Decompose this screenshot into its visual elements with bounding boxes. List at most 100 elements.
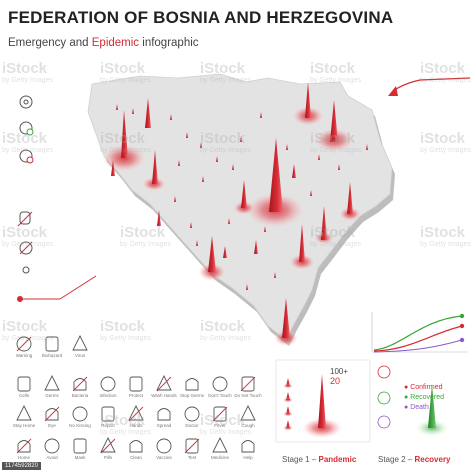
icon — [157, 408, 171, 421]
icon — [156, 438, 172, 454]
icon-label: Infection — [99, 393, 117, 398]
icon-label: Home — [17, 455, 30, 460]
icon-label: Help — [243, 455, 253, 460]
arrow-icon — [388, 77, 471, 96]
page-subtitle: Emergency and Epidemic infographic — [8, 37, 199, 49]
icon — [185, 378, 199, 391]
icon-label: Don't Touch — [208, 393, 232, 398]
subtitle-suffix: infographic — [139, 37, 199, 49]
watermark: iStock by Getty Images — [100, 412, 151, 436]
icon-label: Stay Home — [12, 423, 36, 428]
stage1-count-main: 20 — [330, 376, 341, 386]
watermark: iStock by Getty Images — [200, 60, 251, 84]
subtitle-accent: Epidemic — [91, 37, 140, 49]
icon — [44, 438, 60, 454]
icon — [16, 438, 32, 454]
watermark: iStock by Getty Images — [100, 60, 151, 84]
icon — [129, 440, 143, 453]
icon-label: Germs — [45, 393, 59, 398]
icon — [241, 440, 255, 453]
left-icons — [17, 95, 34, 274]
small-markers — [116, 104, 368, 290]
icon — [240, 376, 256, 392]
watermark: iStock by Getty Images — [420, 224, 471, 248]
icon — [212, 436, 228, 453]
watermark: iStock by Getty Images — [310, 224, 361, 248]
icon-label: Vaccine — [156, 455, 172, 460]
icon-grid — [16, 334, 256, 454]
icon-label: Report — [101, 423, 115, 428]
watermark: iStock by Getty Images — [310, 130, 361, 154]
icon-label: Protect — [128, 393, 144, 398]
icon-label: Eye — [48, 423, 56, 428]
icon — [212, 406, 228, 422]
page-title: FEDERATION OF BOSNIA AND HERZEGOVINA — [8, 8, 394, 27]
icon — [72, 406, 88, 422]
watermark: iStock by Getty Images — [420, 130, 471, 154]
icon-label: Cough — [241, 423, 255, 428]
icon-label: Hands — [129, 423, 143, 428]
left-connector — [17, 275, 97, 302]
stage1-label: Stage 1 – Pandemic — [282, 455, 357, 464]
stage1-count-top: 100+ — [330, 367, 349, 376]
icon-label: Spread — [156, 423, 172, 428]
icon — [100, 376, 116, 392]
subtitle-prefix: Emergency and — [8, 37, 92, 49]
watermark: iStock by Getty Images — [2, 60, 53, 84]
icon — [44, 406, 60, 422]
icon-label: Clean — [130, 455, 142, 460]
icon-label: Test — [187, 455, 197, 460]
watermark: iStock by Getty Images — [200, 318, 251, 342]
icon-label: Warning — [15, 353, 33, 358]
icon — [45, 336, 59, 352]
spikes — [111, 82, 353, 338]
icon-label: Biohazard — [41, 353, 63, 358]
icon — [100, 436, 116, 454]
icon-label: Mask — [74, 455, 86, 460]
watermark: iStock by Getty Images — [120, 224, 171, 248]
legend-death: ● Death — [404, 404, 429, 411]
watermark: iStock by Getty Images — [420, 60, 471, 84]
icon — [184, 406, 200, 422]
line-chart — [371, 312, 468, 353]
image-id-tag: 1174592820 — [2, 462, 41, 470]
icon-label: Bacteria — [71, 393, 89, 398]
icon — [101, 406, 115, 422]
stage2-label: Stage 2 – Recovery — [378, 455, 451, 464]
watermark: iStock by Getty Images — [310, 60, 361, 84]
legend-confirmed: ● Confirmed — [404, 384, 443, 391]
watermark: iStock by Getty Images — [200, 130, 251, 154]
icon-label: No Kissing — [69, 423, 91, 428]
icon-label: Wash Hands — [151, 393, 177, 398]
icon — [16, 404, 32, 421]
watermark: iStock by Getty Images — [200, 412, 251, 436]
icon — [73, 438, 87, 454]
watermark: iStock by Getty Images — [2, 318, 53, 342]
icon — [128, 404, 144, 422]
icon — [184, 438, 200, 454]
icon-label: Doctor — [185, 423, 199, 428]
watermark: iStock by Getty Images — [100, 130, 151, 154]
icon-label: Virus — [74, 353, 86, 358]
icon-label: Cells — [18, 393, 29, 398]
icon — [156, 374, 172, 392]
icon — [16, 336, 32, 352]
watermark: iStock by Getty Images — [100, 318, 151, 342]
icon-label: Medicine — [210, 455, 229, 460]
icon-label: Do Not Touch — [234, 393, 262, 398]
icon — [212, 376, 228, 392]
watermark: iStock by Getty Images — [2, 224, 53, 248]
stage1-panel — [275, 359, 371, 443]
icon-label: Avoid — [46, 455, 58, 460]
icon — [72, 334, 88, 351]
icon-label: Fever — [214, 423, 226, 428]
icon — [129, 376, 143, 392]
icon — [44, 374, 60, 391]
stage2-spike — [377, 365, 448, 436]
icon-label: Stop Germs — [179, 393, 204, 398]
icon-label: Pills — [103, 455, 113, 460]
icon — [72, 376, 88, 392]
legend-recovered: ● Recovered — [404, 394, 445, 401]
watermark: iStock by Getty Images — [2, 130, 53, 154]
icon — [17, 376, 31, 392]
